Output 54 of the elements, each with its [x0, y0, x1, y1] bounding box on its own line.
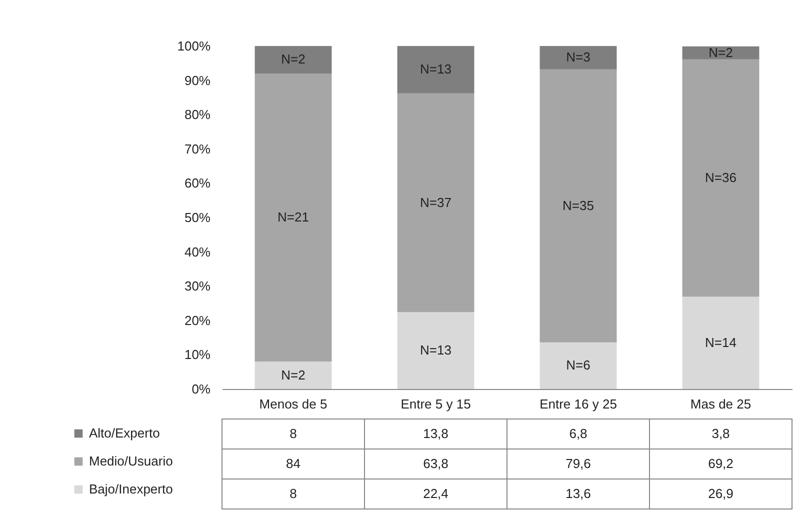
data-label: 13,6 [566, 486, 591, 501]
bar [682, 59, 760, 297]
bar [682, 296, 760, 389]
data-label: 22,4 [423, 486, 448, 501]
data-label: 6,8 [569, 426, 588, 441]
annotation: N=35 [562, 198, 594, 213]
data-label: 63,8 [423, 456, 448, 471]
y-tick-label: 60% [184, 176, 211, 191]
bar [397, 93, 474, 312]
bar [254, 46, 332, 74]
data-label: 69,2 [708, 456, 734, 471]
bar [397, 312, 474, 389]
x-tick-label: Entre 16 y 25 [540, 396, 617, 412]
y-tick-label: 10% [184, 347, 211, 362]
bar [540, 342, 617, 389]
y-tick-label: 40% [184, 244, 211, 260]
y-tick-label: 80% [184, 107, 211, 122]
legend-label: Alto/Experto [89, 426, 160, 440]
annotation: N=2 [281, 367, 306, 382]
bar [397, 46, 474, 94]
x-tick-label: Mas de 25 [690, 396, 752, 412]
legend-label: Bajo/Inexperto [89, 482, 173, 496]
annotation: N=36 [705, 170, 736, 186]
bar [254, 362, 332, 389]
bar [682, 46, 760, 60]
legend-label: Medio/Usuario [89, 454, 173, 468]
data-label: 8 [290, 426, 297, 441]
data-label: 3,8 [712, 426, 730, 441]
y-tick-label: 20% [184, 312, 211, 328]
annotation: N=13 [420, 342, 452, 358]
bar [540, 46, 617, 70]
y-tick-label: 0% [192, 382, 211, 396]
y-tick-label: 70% [184, 141, 211, 156]
annotation: N=21 [278, 210, 309, 224]
bar [254, 73, 332, 362]
annotation: N=14 [705, 334, 736, 350]
x-tick-label: Menos de 5 [259, 396, 328, 412]
annotation: N=2 [281, 52, 306, 67]
data-label: 84 [286, 456, 300, 471]
y-tick-label: 50% [184, 210, 211, 225]
data-label: 13,8 [423, 426, 448, 441]
annotation: N=13 [420, 62, 452, 77]
annotation: N=2 [708, 44, 733, 60]
x-tick-label: Entre 5 y 15 [400, 396, 471, 412]
data-label: 8 [290, 486, 297, 501]
annotation: N=6 [566, 358, 590, 373]
annotation: N=3 [566, 50, 590, 65]
y-tick-label: 30% [184, 278, 211, 294]
data-label: 26,9 [708, 486, 734, 501]
bar [540, 69, 617, 342]
y-tick-label: 100% [177, 38, 211, 54]
y-tick-label: 90% [184, 72, 211, 88]
annotation: N=37 [420, 194, 452, 210]
data-label: 79,6 [566, 456, 591, 471]
